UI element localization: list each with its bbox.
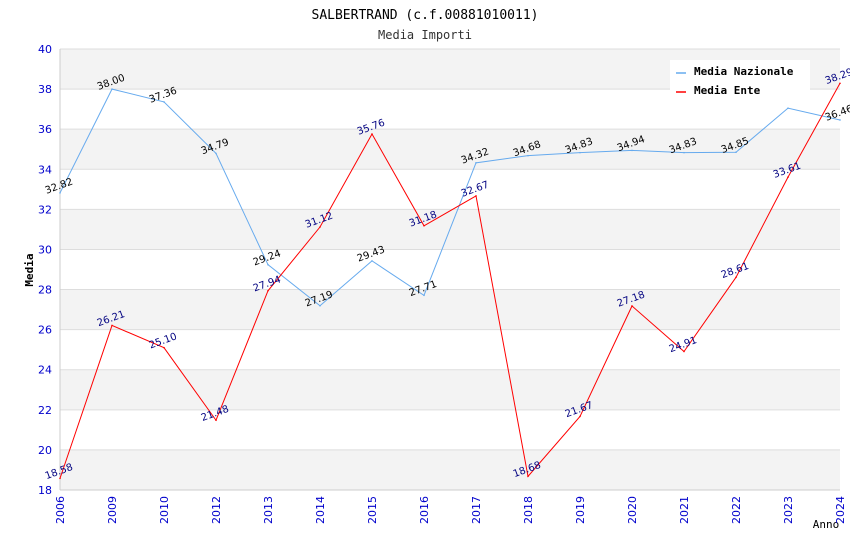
x-tick-label: 2017 (470, 496, 483, 524)
data-point (163, 101, 165, 103)
y-tick-label: 40 (38, 43, 52, 56)
data-point (319, 226, 321, 228)
x-tick-label: 2020 (626, 496, 639, 524)
legend-box (670, 60, 810, 100)
data-point (839, 82, 841, 85)
x-tick-label: 2022 (730, 496, 743, 524)
data-point (631, 149, 633, 152)
y-tick-label: 18 (38, 484, 52, 497)
x-tick-label: 2014 (314, 496, 327, 524)
data-point (475, 162, 477, 164)
grid-band (60, 329, 840, 370)
data-point (683, 151, 685, 154)
series-line (59, 88, 841, 307)
x-axis-ticks: 2006 2009 2010 2012 2013 2014 2015 2016 2017 2018… (54, 496, 847, 524)
x-tick-label: 2021 (678, 496, 691, 524)
grid-band (60, 289, 840, 330)
y-tick-label: 26 (38, 324, 52, 337)
data-point (163, 346, 165, 349)
data-point (475, 195, 477, 197)
grid-bands (60, 49, 840, 490)
data-point (111, 324, 113, 327)
x-tick-label: 2009 (106, 496, 119, 524)
x-tick-label: 2010 (158, 496, 171, 524)
data-point (527, 475, 529, 478)
grid-band (60, 169, 840, 210)
data-point (683, 350, 685, 353)
data-point (735, 276, 737, 279)
legend: Media Nazionale Media Ente (670, 60, 810, 100)
data-point (579, 151, 581, 154)
y-tick-label: 20 (38, 444, 52, 457)
data-point (371, 260, 373, 262)
data-point (787, 176, 789, 178)
data-point (423, 294, 425, 297)
data-point (735, 151, 737, 154)
x-tick-label: 2018 (522, 496, 535, 524)
data-point (527, 154, 529, 157)
x-tick-label: 2016 (418, 496, 431, 524)
data-point (579, 415, 581, 418)
grid-band (60, 249, 840, 290)
x-tick-label: 2019 (574, 496, 587, 524)
data-point (787, 107, 789, 109)
data-point (267, 263, 269, 266)
data-point (631, 305, 633, 307)
y-tick-label: 30 (38, 243, 52, 256)
x-tick-label: 2023 (782, 496, 795, 524)
legend-label-nazionale: Media Nazionale (694, 65, 794, 78)
y-tick-label: 34 (38, 163, 52, 176)
chart-subtitle: Media Importi (378, 28, 472, 42)
grid-band (60, 129, 840, 170)
data-point (111, 88, 113, 90)
y-tick-label: 24 (38, 364, 52, 377)
grid-band (60, 409, 840, 450)
data-point (371, 133, 373, 135)
data-point (839, 119, 841, 121)
x-tick-label: 2024 (834, 496, 847, 524)
y-tick-label: 36 (38, 123, 52, 136)
y-tick-label: 28 (38, 284, 52, 297)
data-point (215, 152, 217, 155)
data-point (423, 225, 425, 227)
chart-title: SALBERTRAND (c.f.00881010011) (312, 8, 539, 23)
data-point (215, 419, 217, 422)
x-tick-label: 2006 (54, 496, 67, 524)
legend-label-ente: Media Ente (694, 84, 761, 97)
y-axis-ticks: 18 20 22 24 26 28 30 32 34 36 38 40 (38, 43, 52, 497)
y-axis-label: Media (23, 253, 36, 286)
y-tick-label: 32 (38, 203, 52, 216)
x-axis-label: Anno (813, 518, 840, 531)
y-tick-label: 22 (38, 404, 52, 417)
grid-band (60, 449, 840, 490)
data-point (59, 192, 61, 194)
series-line (59, 83, 841, 479)
data-point (59, 477, 61, 480)
x-tick-label: 2015 (366, 496, 379, 524)
y-tick-label: 38 (38, 83, 52, 96)
data-point (267, 289, 269, 292)
x-tick-label: 2013 (262, 496, 275, 524)
grid-lines (59, 48, 840, 491)
grid-band (60, 369, 840, 410)
data-point (319, 304, 321, 307)
x-tick-label: 2012 (210, 496, 223, 524)
